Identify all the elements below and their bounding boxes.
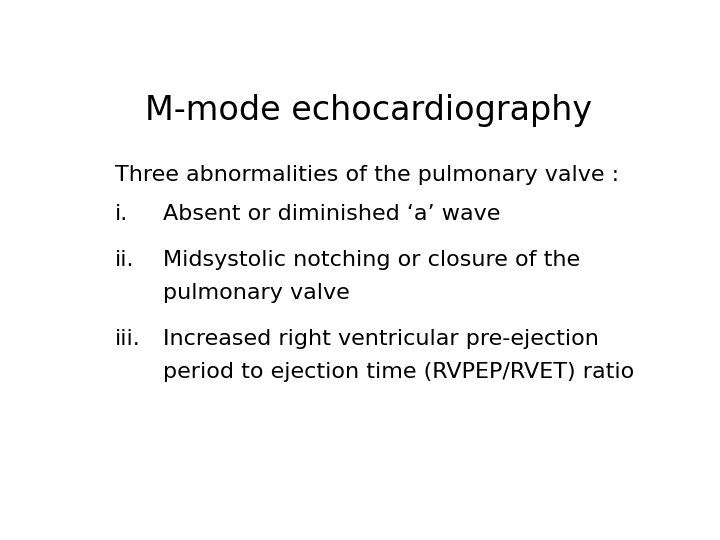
Text: M-mode echocardiography: M-mode echocardiography <box>145 94 593 127</box>
Text: Absent or diminished ‘a’ wave: Absent or diminished ‘a’ wave <box>163 204 500 224</box>
Text: ii.: ii. <box>115 250 135 270</box>
Text: Midsystolic notching or closure of the: Midsystolic notching or closure of the <box>163 250 580 270</box>
Text: i.: i. <box>115 204 128 224</box>
Text: period to ejection time (RVPEP/RVET) ratio: period to ejection time (RVPEP/RVET) rat… <box>163 362 634 382</box>
Text: iii.: iii. <box>115 329 141 349</box>
Text: Three abnormalities of the pulmonary valve :: Three abnormalities of the pulmonary val… <box>115 165 619 185</box>
Text: Increased right ventricular pre-ejection: Increased right ventricular pre-ejection <box>163 329 598 349</box>
Text: pulmonary valve: pulmonary valve <box>163 283 349 303</box>
